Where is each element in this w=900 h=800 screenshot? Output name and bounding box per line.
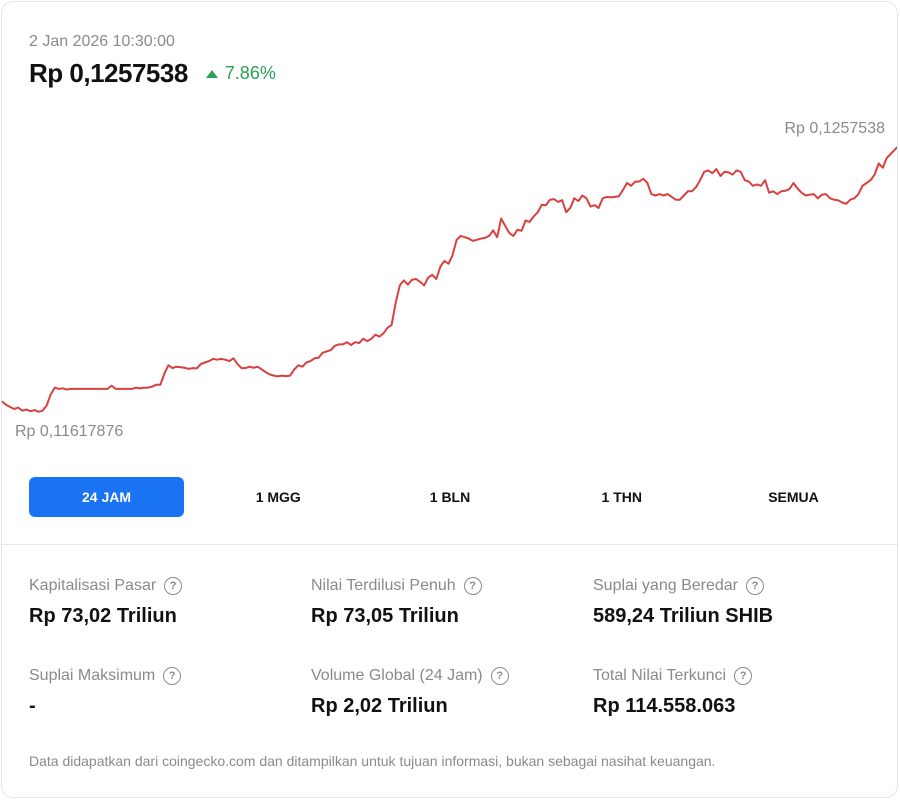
chart-max-label: Rp 0,1257538 bbox=[784, 120, 885, 137]
stat-global-volume: Volume Global (24 Jam) ? Rp 2,02 Triliun bbox=[311, 665, 581, 718]
stat-label: Kapitalisasi Pasar bbox=[29, 577, 157, 594]
current-price: Rp 0,1257538 bbox=[29, 58, 188, 88]
stat-label: Total Nilai Terkunci bbox=[593, 667, 727, 684]
price-chart[interactable]: Rp 0,1257538 Rp 0,11617876 bbox=[2, 112, 897, 452]
price-chart-svg bbox=[2, 146, 897, 413]
stat-label: Suplai Maksimum bbox=[29, 667, 156, 684]
timestamp: 2 Jan 2026 10:30:00 bbox=[29, 33, 175, 50]
price-series-line bbox=[2, 146, 897, 413]
stat-value: Rp 73,05 Triliun bbox=[311, 605, 459, 627]
help-circle-icon[interactable]: ? bbox=[734, 667, 753, 685]
stat-label: Nilai Terdilusi Penuh bbox=[311, 577, 456, 594]
stat-value: Rp 2,02 Triliun bbox=[311, 695, 448, 717]
stat-label: Volume Global (24 Jam) bbox=[311, 667, 483, 684]
price-change-percent: 7.86% bbox=[224, 63, 276, 83]
help-circle-icon[interactable]: ? bbox=[164, 577, 183, 595]
timeframe-tabs: 24 JAM 1 MGG 1 BLN 1 THN SEMUA bbox=[29, 477, 871, 517]
price-change: 7.86% bbox=[205, 63, 276, 84]
tab-semua[interactable]: SEMUA bbox=[768, 489, 819, 505]
tab-1-bln[interactable]: 1 BLN bbox=[429, 489, 471, 505]
help-circle-icon[interactable]: ? bbox=[463, 577, 482, 595]
stat-total-value-locked: Total Nilai Terkunci ? Rp 114.558.063 bbox=[593, 665, 863, 718]
tab-24-jam[interactable]: 24 JAM bbox=[29, 477, 184, 517]
stat-max-supply: Suplai Maksimum ? - bbox=[29, 665, 299, 718]
help-circle-icon[interactable]: ? bbox=[745, 577, 764, 595]
help-circle-icon[interactable]: ? bbox=[163, 667, 182, 685]
price-header: 2 Jan 2026 10:30:00 Rp 0,1257538 7.86% bbox=[29, 32, 276, 89]
tab-1-thn[interactable]: 1 THN bbox=[601, 489, 642, 505]
tab-1-mgg[interactable]: 1 MGG bbox=[255, 489, 301, 505]
price-row: Rp 0,1257538 7.86% bbox=[29, 58, 276, 89]
triangle-up-icon bbox=[205, 69, 218, 78]
stat-label: Suplai yang Beredar bbox=[593, 577, 738, 594]
stat-circulating-supply: Suplai yang Beredar ? 589,24 Triliun SHI… bbox=[593, 575, 863, 628]
stat-value: Rp 114.558.063 bbox=[593, 695, 736, 717]
stat-market-cap: Kapitalisasi Pasar ? Rp 73,02 Triliun bbox=[29, 575, 299, 628]
disclaimer-note: Data didapatkan dari coingecko.com dan d… bbox=[29, 753, 716, 769]
stat-value: 589,24 Triliun SHIB bbox=[593, 605, 774, 627]
stat-value: Rp 73,02 Triliun bbox=[29, 605, 177, 627]
stat-value: - bbox=[29, 695, 36, 717]
divider bbox=[2, 544, 897, 545]
help-circle-icon[interactable]: ? bbox=[490, 667, 509, 685]
stat-fully-diluted: Nilai Terdilusi Penuh ? Rp 73,05 Triliun bbox=[311, 575, 581, 628]
chart-min-label: Rp 0,11617876 bbox=[15, 423, 124, 440]
